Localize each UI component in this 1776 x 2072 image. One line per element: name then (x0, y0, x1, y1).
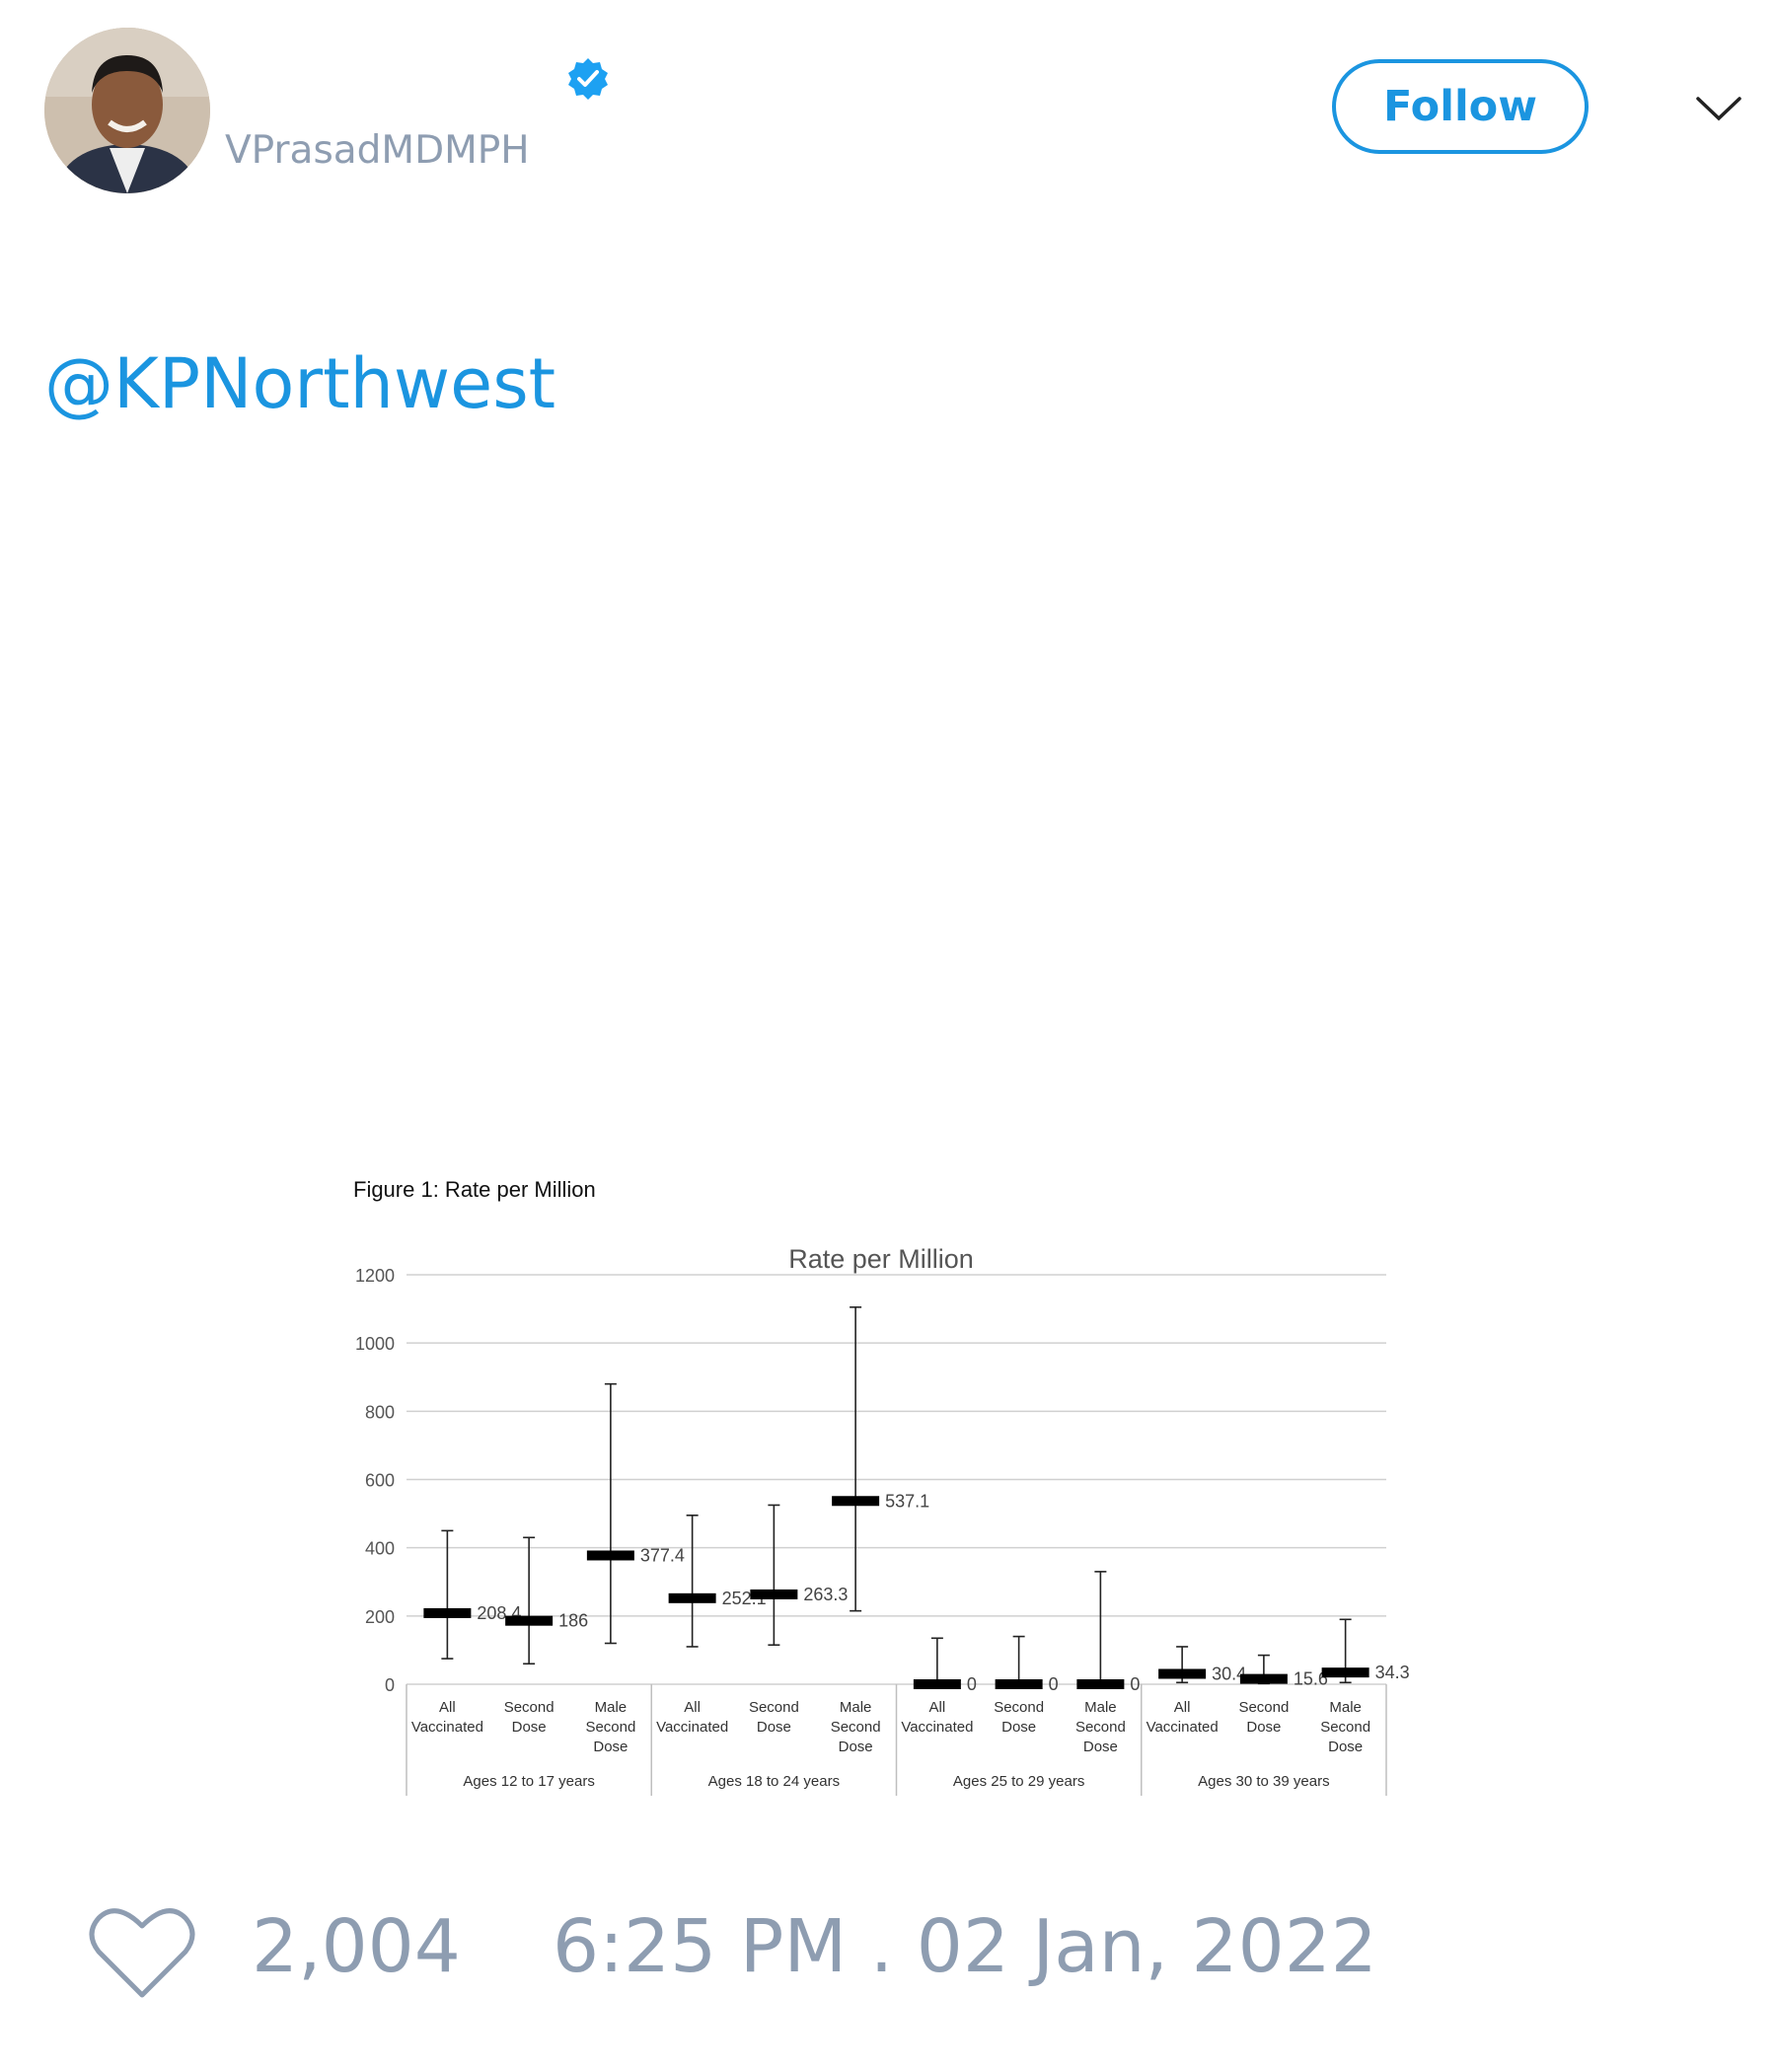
chart-svg: Figure 1: Rate per Million Rate per Mill… (353, 1177, 1410, 1796)
category-label: Second (1075, 1719, 1126, 1736)
chart-title: Rate per Million (788, 1244, 974, 1274)
category-label: Second (1320, 1719, 1370, 1736)
category-label: Vaccinated (411, 1719, 483, 1736)
category-label: Male (595, 1699, 628, 1716)
category-label: Second (585, 1719, 635, 1736)
data-label: 34.3 (1375, 1663, 1410, 1682)
like-count: 2,004 (252, 1904, 461, 1989)
data-label: 0 (967, 1674, 977, 1694)
chart-x-axis: Ages 12 to 17 years All Vaccinated Second Do… (406, 1684, 1387, 1796)
point-marker (1321, 1667, 1369, 1678)
category-label: All (684, 1699, 701, 1716)
tweet-footer: 2,004 6:25 PM . 02 Jan, 2022 (0, 1875, 1776, 2023)
category-label: All (439, 1699, 456, 1716)
point-marker (995, 1679, 1043, 1689)
category-label: Male (1329, 1699, 1362, 1716)
group-label: Ages 30 to 39 years (1198, 1773, 1329, 1790)
avatar-image (44, 28, 210, 193)
avatar[interactable] (44, 28, 210, 193)
category-label: Dose (839, 1739, 873, 1755)
data-label: 0 (1130, 1674, 1140, 1694)
group-label: Ages 25 to 29 years (953, 1773, 1084, 1790)
point-marker (1239, 1673, 1288, 1684)
data-label: 0 (1049, 1674, 1059, 1694)
point-marker (586, 1550, 634, 1561)
category-label: Vaccinated (656, 1719, 728, 1736)
category-label: Dose (1246, 1719, 1281, 1736)
category-label: Second (749, 1699, 799, 1716)
point-marker (832, 1496, 880, 1507)
category-label: Second (504, 1699, 555, 1716)
data-label: 263.3 (803, 1585, 848, 1604)
chart-grid: 0 200 400 600 800 1000 1200 (355, 1266, 1386, 1695)
y-tick-label: 1000 (355, 1334, 395, 1354)
category-label: Dose (1001, 1719, 1036, 1736)
category-label: Male (1084, 1699, 1117, 1716)
y-tick-label: 0 (385, 1675, 395, 1695)
point-marker (505, 1615, 554, 1626)
group-label: Ages 18 to 24 years (708, 1773, 840, 1790)
username[interactable]: VPrasadMDMPH (225, 128, 530, 173)
category-label: All (929, 1699, 946, 1716)
heart-icon[interactable] (89, 1904, 195, 2001)
chevron-down-icon[interactable] (1695, 95, 1742, 122)
point-marker (423, 1607, 472, 1618)
category-label: Vaccinated (1147, 1719, 1219, 1736)
point-marker (750, 1589, 798, 1599)
y-tick-label: 400 (365, 1539, 395, 1559)
category-label: Dose (1083, 1739, 1118, 1755)
point-marker (913, 1679, 961, 1689)
group-label: Ages 12 to 17 years (463, 1773, 594, 1790)
category-label: Dose (1328, 1739, 1363, 1755)
tweet-timestamp[interactable]: 6:25 PM . 02 Jan, 2022 (553, 1904, 1377, 1989)
y-tick-label: 800 (365, 1402, 395, 1422)
category-label: Second (831, 1719, 881, 1736)
data-label: 15.6 (1294, 1669, 1328, 1689)
verified-badge-icon (568, 58, 608, 100)
category-label: Vaccinated (901, 1719, 973, 1736)
y-tick-label: 200 (365, 1607, 395, 1627)
point-marker (1158, 1668, 1207, 1679)
chart-caption: Figure 1: Rate per Million (353, 1177, 596, 1202)
category-label: Male (840, 1699, 872, 1716)
point-marker (668, 1592, 716, 1603)
point-marker (1076, 1679, 1125, 1689)
mention-link[interactable]: @KPNorthwest (44, 343, 556, 424)
data-label: 537.1 (885, 1491, 929, 1511)
data-label: 186 (558, 1611, 588, 1631)
data-label: 377.4 (640, 1545, 685, 1565)
category-label: Dose (593, 1739, 628, 1755)
category-label: Second (1238, 1699, 1289, 1716)
category-label: Dose (512, 1719, 547, 1736)
y-tick-label: 600 (365, 1471, 395, 1491)
y-tick-label: 1200 (355, 1266, 395, 1286)
category-label: Dose (757, 1719, 791, 1736)
follow-button[interactable]: Follow (1332, 59, 1589, 154)
tweet-header: VPrasadMDMPH Follow (0, 0, 1776, 227)
chart-image: Figure 1: Rate per Million Rate per Mill… (335, 1164, 1441, 1806)
category-label: All (1174, 1699, 1191, 1716)
category-label: Second (994, 1699, 1044, 1716)
data-label: 30.4 (1212, 1664, 1246, 1683)
